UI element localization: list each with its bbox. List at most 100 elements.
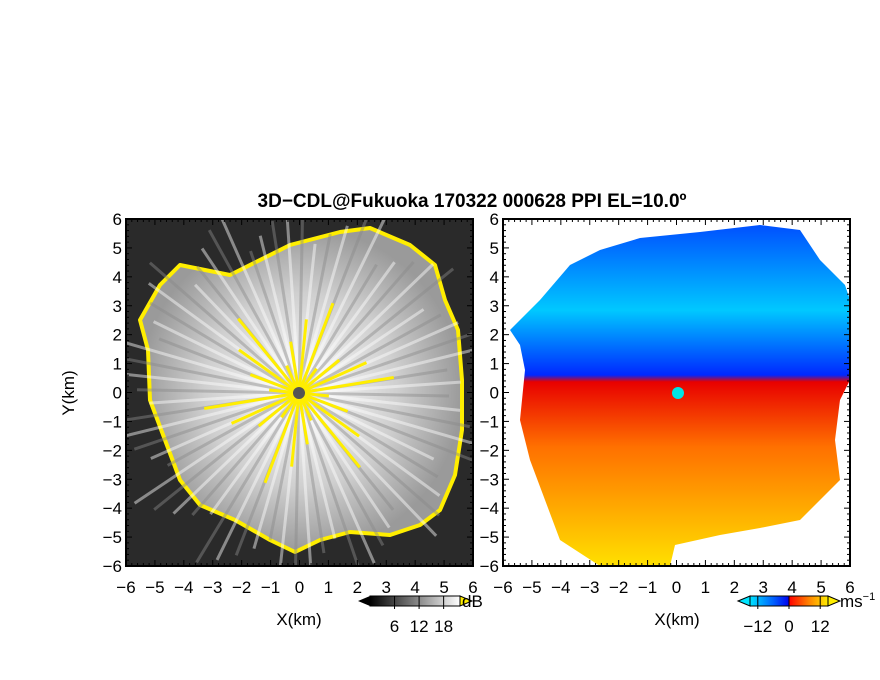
ray <box>297 219 304 394</box>
right-colorbar-max-arrow <box>827 595 842 607</box>
right-panel-x-axis-label: X(km) <box>654 610 699 629</box>
right-panel-x-tick-label: 4 <box>787 578 796 597</box>
ray <box>249 250 301 394</box>
left-panel-y-tick-labels: 6 5 4 3 2 1 0 −1 −2 −3 −4 −5 −6 <box>103 210 122 576</box>
right-panel-x-tick-label: −5 <box>522 578 541 597</box>
left-panel-center-marker <box>293 387 305 399</box>
ray <box>152 320 300 395</box>
right-colorbar-ticks: −12 0 12 <box>743 596 830 636</box>
right-panel-x-tick-label: 6 <box>845 578 854 597</box>
left-panel-x-tick-label: 3 <box>382 578 391 597</box>
center-spike <box>298 358 341 395</box>
left-colorbar-tick-label: 12 <box>410 617 429 636</box>
ray <box>298 391 473 445</box>
right-panel-x-tick-label: 5 <box>816 578 825 597</box>
right-panel-y-tick-labels: 6 5 4 3 2 1 0 −1 −2 −3 −4 −5 −6 <box>480 210 499 576</box>
left-colorbar-ticks: 6 12 18 <box>390 596 453 636</box>
left-panel-x-tick-label: 1 <box>324 578 333 597</box>
left-panel-y-tick-label: −5 <box>103 528 122 547</box>
center-spike <box>237 317 301 394</box>
center-spike <box>289 341 301 394</box>
right-panel-x-tick-label: −2 <box>609 578 628 597</box>
ray <box>298 391 449 398</box>
right-panel-y-tick-label: 6 <box>490 210 499 229</box>
left-colorbar-tick-label: 18 <box>434 617 453 636</box>
right-panel-y-tick-label: −4 <box>480 499 499 518</box>
ray <box>149 301 300 395</box>
ray <box>297 392 385 547</box>
left-panel-x-tick-label: 5 <box>439 578 448 597</box>
ray <box>298 391 439 479</box>
left-panel-y-tick-label: −3 <box>103 470 122 489</box>
right-colorbar-tick-label: −12 <box>743 617 772 636</box>
right-panel-y-tick-label: −6 <box>480 557 499 576</box>
left-colorbar-min-arrow <box>358 596 370 606</box>
left-panel-y-axis-label: Y(km) <box>59 370 78 415</box>
left-panel-y-tick-label: 2 <box>113 326 122 345</box>
right-panel-center-marker <box>672 387 684 399</box>
right-panel-y-tick-label: 2 <box>490 326 499 345</box>
ray <box>126 341 300 395</box>
left-panel-y-tick-label: 1 <box>113 355 122 374</box>
ray <box>137 388 300 395</box>
ray <box>252 392 301 550</box>
ray <box>294 392 301 566</box>
left-panel-y-tick-label: −4 <box>103 499 122 518</box>
ray <box>298 391 435 461</box>
ray <box>297 263 378 394</box>
left-colorbar-max-arrow <box>459 595 474 607</box>
right-colorbar-label-exponent: −1 <box>863 591 876 603</box>
ray <box>297 233 332 394</box>
right-colorbar-tick-label: 0 <box>784 617 793 636</box>
ray <box>268 392 301 541</box>
right-panel-y-tick-label: 1 <box>490 355 499 374</box>
right-panel-x-tick-label: −4 <box>551 578 570 597</box>
right-panel-x-tick-label: −6 <box>493 578 512 597</box>
left-panel-x-tick-label: 2 <box>353 578 362 597</box>
right-colorbar-label-unit: ms <box>840 592 863 611</box>
center-spike <box>204 391 300 410</box>
left-colorbar-tick-label: 6 <box>390 617 399 636</box>
left-panel-center-spikes <box>204 302 394 484</box>
ray <box>298 348 473 395</box>
ray <box>297 392 376 564</box>
right-panel-y-tick-label: 3 <box>490 297 499 316</box>
ray <box>215 392 301 561</box>
right-colorbar: −12 0 12 ms−1 <box>736 591 876 636</box>
right-panel-x-tick-label: 0 <box>672 578 681 597</box>
right-panel-x-tick-label: −1 <box>638 578 657 597</box>
center-spike <box>298 391 360 438</box>
ray <box>126 391 300 438</box>
ray <box>258 235 301 394</box>
left-panel-x-tick-label: 6 <box>468 578 477 597</box>
left-panel-x-tick-label: −6 <box>116 578 135 597</box>
right-colorbar-tick-label: 12 <box>811 617 830 636</box>
right-panel-y-tick-label: −1 <box>480 412 499 431</box>
ray <box>297 225 349 394</box>
right-panel-y-tick-label: 5 <box>490 239 499 258</box>
right-panel-x-tick-label: 1 <box>701 578 710 597</box>
left-panel-x-tick-labels: −6 −5 −4 −3 −2 −1 0 1 2 3 4 5 6 <box>116 578 477 597</box>
ray <box>148 261 300 395</box>
left-panel-rays <box>126 219 473 566</box>
left-panel-axis-ticks <box>125 218 474 567</box>
ray <box>172 391 301 515</box>
center-spike <box>298 361 368 395</box>
right-panel-x-tick-label: 2 <box>730 578 739 597</box>
left-panel-x-tick-label: −2 <box>232 578 251 597</box>
ray <box>297 392 360 566</box>
center-spike <box>290 392 301 467</box>
left-panel-y-tick-label: −6 <box>103 557 122 576</box>
ray <box>195 392 301 564</box>
center-spike <box>230 391 300 425</box>
ray <box>193 283 301 395</box>
left-panel-y-tick-label: 4 <box>113 268 122 287</box>
ray <box>297 260 415 394</box>
left-panel-y-tick-label: 0 <box>113 384 122 403</box>
center-spike <box>257 391 300 428</box>
ray <box>297 392 337 539</box>
ray <box>298 391 471 429</box>
left-panel-x-tick-label: 4 <box>410 578 419 597</box>
